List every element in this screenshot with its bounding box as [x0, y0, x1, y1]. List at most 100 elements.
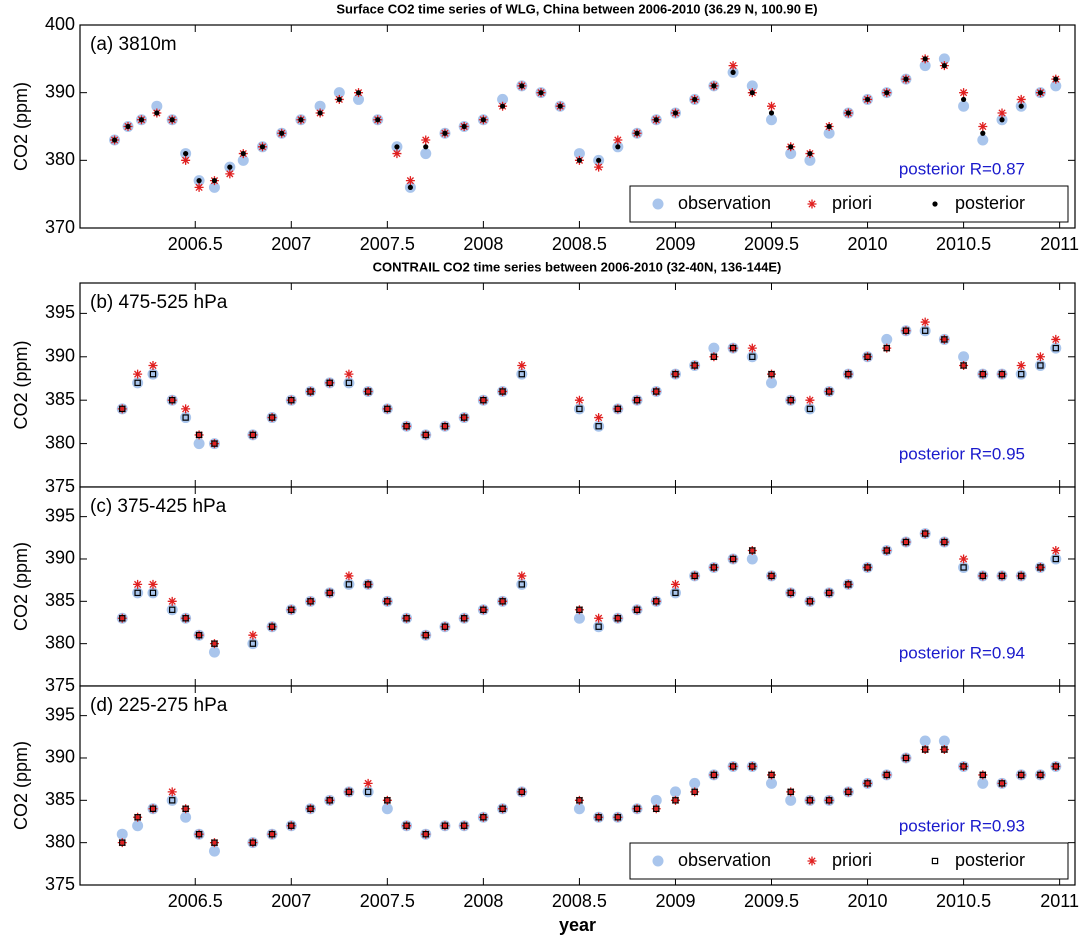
posterior-point [864, 96, 871, 103]
priori-point [709, 562, 719, 572]
posterior-point [183, 150, 189, 157]
priori-point [824, 588, 834, 598]
priori-point [824, 387, 834, 397]
observation-point [1050, 80, 1062, 92]
posterior-point [941, 746, 948, 753]
priori-point [459, 613, 469, 623]
posterior-point [960, 564, 967, 571]
priori-point [498, 596, 508, 606]
priori-point [709, 770, 719, 780]
panel-label: (b) 475-525 hPa [90, 292, 228, 313]
posterior-point [288, 822, 295, 829]
posterior-point [182, 615, 189, 622]
observation-point [180, 412, 192, 424]
posterior-point [211, 640, 218, 647]
priori-point [209, 639, 219, 649]
priori-point [594, 812, 604, 822]
priori-point [209, 439, 219, 449]
posterior-point [279, 130, 285, 136]
posterior-point [169, 396, 176, 404]
y-tick-label: 380 [45, 149, 75, 169]
posterior-point [710, 564, 718, 571]
priori-point [670, 795, 680, 805]
observation-point [208, 646, 220, 658]
priori-point [1051, 761, 1061, 771]
posterior-point [884, 90, 890, 96]
observation-point [193, 438, 205, 450]
priori-point [824, 795, 834, 805]
posterior-point [902, 754, 910, 762]
posterior-point [441, 623, 449, 630]
observation-point [919, 60, 931, 72]
observation-point [132, 587, 144, 599]
posterior-point [326, 589, 333, 597]
priori-point [267, 413, 277, 423]
posterior-point [941, 336, 948, 343]
priori-point [997, 778, 1007, 788]
posterior-point [423, 144, 429, 150]
observation-point [881, 333, 893, 345]
priori-point [402, 421, 412, 431]
observation-point [247, 638, 259, 650]
priori-point [117, 613, 127, 623]
priori-point [194, 630, 204, 640]
posterior-point [259, 144, 266, 150]
priori-point [363, 579, 373, 589]
observation-point [746, 351, 758, 363]
posterior-point [169, 117, 175, 123]
priori-point [194, 182, 204, 192]
posterior-point [119, 615, 126, 622]
priori-point [421, 630, 431, 640]
posterior-point [979, 370, 986, 378]
y-tick-label: 375 [45, 874, 75, 894]
posterior-point [499, 598, 506, 605]
posterior-point [768, 771, 775, 779]
chart-title: CONTRAIL CO2 time series between 2006-20… [373, 259, 782, 274]
priori-point [939, 334, 949, 344]
priori-point [574, 605, 584, 615]
posterior-point [119, 405, 126, 413]
priori-point [440, 622, 450, 632]
observation-point [958, 351, 970, 363]
priori-point [651, 804, 661, 814]
posterior-point [729, 344, 737, 352]
posterior-point [403, 423, 410, 430]
x-tick-label: 2007 [271, 891, 311, 911]
posterior-point [519, 83, 525, 89]
posterior-point [960, 362, 967, 369]
priori-point [148, 804, 158, 814]
posterior-point [653, 805, 660, 812]
priori-point [248, 430, 258, 440]
posterior-point [825, 388, 833, 395]
priori-point [382, 596, 392, 606]
priori-point [194, 430, 204, 440]
priori-point [882, 546, 892, 556]
posterior-point [672, 370, 679, 378]
posterior-point [134, 379, 141, 387]
posterior-point [557, 103, 563, 109]
observation-point [938, 53, 950, 65]
observation-point [147, 368, 159, 380]
posterior-point [211, 839, 218, 846]
posterior-point [134, 589, 141, 597]
posterior-point [307, 598, 314, 605]
posterior-point [749, 547, 756, 554]
posterior-point [149, 805, 157, 812]
posterior-point [422, 431, 429, 439]
priori-point [901, 326, 911, 336]
observation-point [132, 377, 144, 389]
posterior-point [710, 771, 718, 779]
posterior-point [499, 388, 506, 395]
annotation: posterior R=0.93 [899, 816, 1025, 835]
legend-label: observation [678, 850, 771, 870]
priori-point [747, 761, 757, 771]
priori-point [670, 579, 680, 589]
posterior-point [730, 69, 736, 75]
observation-point [708, 342, 720, 354]
posterior-point [806, 797, 814, 804]
posterior-point [711, 83, 717, 89]
observation-point [353, 93, 365, 105]
posterior-point [672, 110, 679, 116]
posterior-point [518, 581, 525, 588]
priori-point [939, 537, 949, 547]
